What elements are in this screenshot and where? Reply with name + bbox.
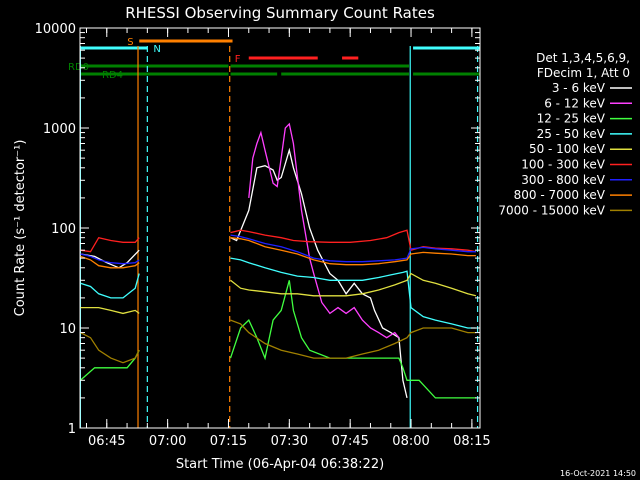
flag-label-rd0: RD0 (68, 62, 89, 73)
x-tick-label: 07:45 (331, 434, 368, 449)
legend-header: FDecim 1, Att 0 (537, 66, 630, 80)
y-tick-label: 1000 (43, 122, 76, 137)
series-lines (79, 122, 477, 399)
flag-label-n: N (153, 44, 160, 55)
flag-label-rd4: RD4 (102, 70, 123, 81)
series-line-100-300-kev (80, 236, 140, 253)
series-line-3-6-kev (230, 147, 408, 399)
legend-entry-3-6-kev: 3 - 6 keV (552, 81, 606, 95)
legend-entry-25-50-kev: 25 - 50 keV (537, 127, 606, 141)
flag-bars: S N F RD0 RD4 (68, 37, 480, 81)
legend-entry-7000-15000-kev: 7000 - 15000 keV (498, 203, 605, 217)
y-tick-label: 100 (51, 222, 76, 237)
legend-entry-12-25-kev: 12 - 25 keV (537, 112, 606, 126)
series-line-25-50-kev (230, 257, 476, 329)
x-tick-label: 08:00 (392, 434, 429, 449)
series-line-7000-15000-kev (80, 332, 140, 364)
chart-title: RHESSI Observing Summary Count Rates (125, 4, 435, 22)
series-line-100-300-kev (230, 229, 477, 253)
series-line-800-7000-kev (230, 237, 476, 266)
series-line-3-6-kev (80, 249, 140, 269)
y-tick-label: 10 (59, 322, 76, 337)
y-tick-label: 1 (68, 422, 76, 437)
y-tick-label: 10000 (35, 22, 76, 37)
series-line-25-50-kev (80, 273, 140, 299)
series-line-800-7000-kev (80, 255, 140, 269)
x-tick-label: 07:00 (149, 434, 186, 449)
series-line-300-800-kev (80, 253, 140, 265)
flag-label-s: S (127, 37, 133, 48)
legend-entry-6-12-kev: 6 - 12 keV (544, 96, 606, 110)
legend-entry-50-100-kev: 50 - 100 keV (529, 142, 606, 156)
y-axis-ticks: 1 10 100 1000 10000 (35, 22, 480, 437)
x-axis-ticks: 06:45 07:00 07:15 07:30 07:45 08:00 08:15 (85, 28, 491, 449)
x-tick-label: 07:15 (210, 434, 247, 449)
legend: Det 1,3,4,5,6,9,FDecim 1, Att 03 - 6 keV… (498, 51, 632, 217)
x-tick-label: 07:30 (271, 434, 308, 449)
series-line-50-100-kev (230, 272, 477, 297)
series-line-50-100-kev (80, 306, 140, 315)
footer-timestamp: 16-Oct-2021 14:50 (560, 469, 636, 478)
x-tick-label: 08:15 (453, 434, 490, 449)
legend-entry-300-800-kev: 300 - 800 keV (521, 173, 605, 187)
series-line-7000-15000-kev (230, 319, 476, 359)
legend-entry-800-7000-kev: 800 - 7000 keV (514, 188, 606, 202)
x-tick-label: 06:45 (88, 434, 125, 449)
flag-label-f: F (235, 54, 241, 65)
series-line-300-800-kev (230, 234, 476, 263)
legend-entry-100-300-kev: 100 - 300 keV (521, 158, 605, 172)
x-axis-label: Start Time (06-Apr-04 06:38:22) (176, 457, 384, 472)
y-axis-label: Count Rate (s⁻¹ detector⁻¹) (13, 140, 28, 317)
legend-header: Det 1,3,4,5,6,9, (536, 51, 630, 65)
